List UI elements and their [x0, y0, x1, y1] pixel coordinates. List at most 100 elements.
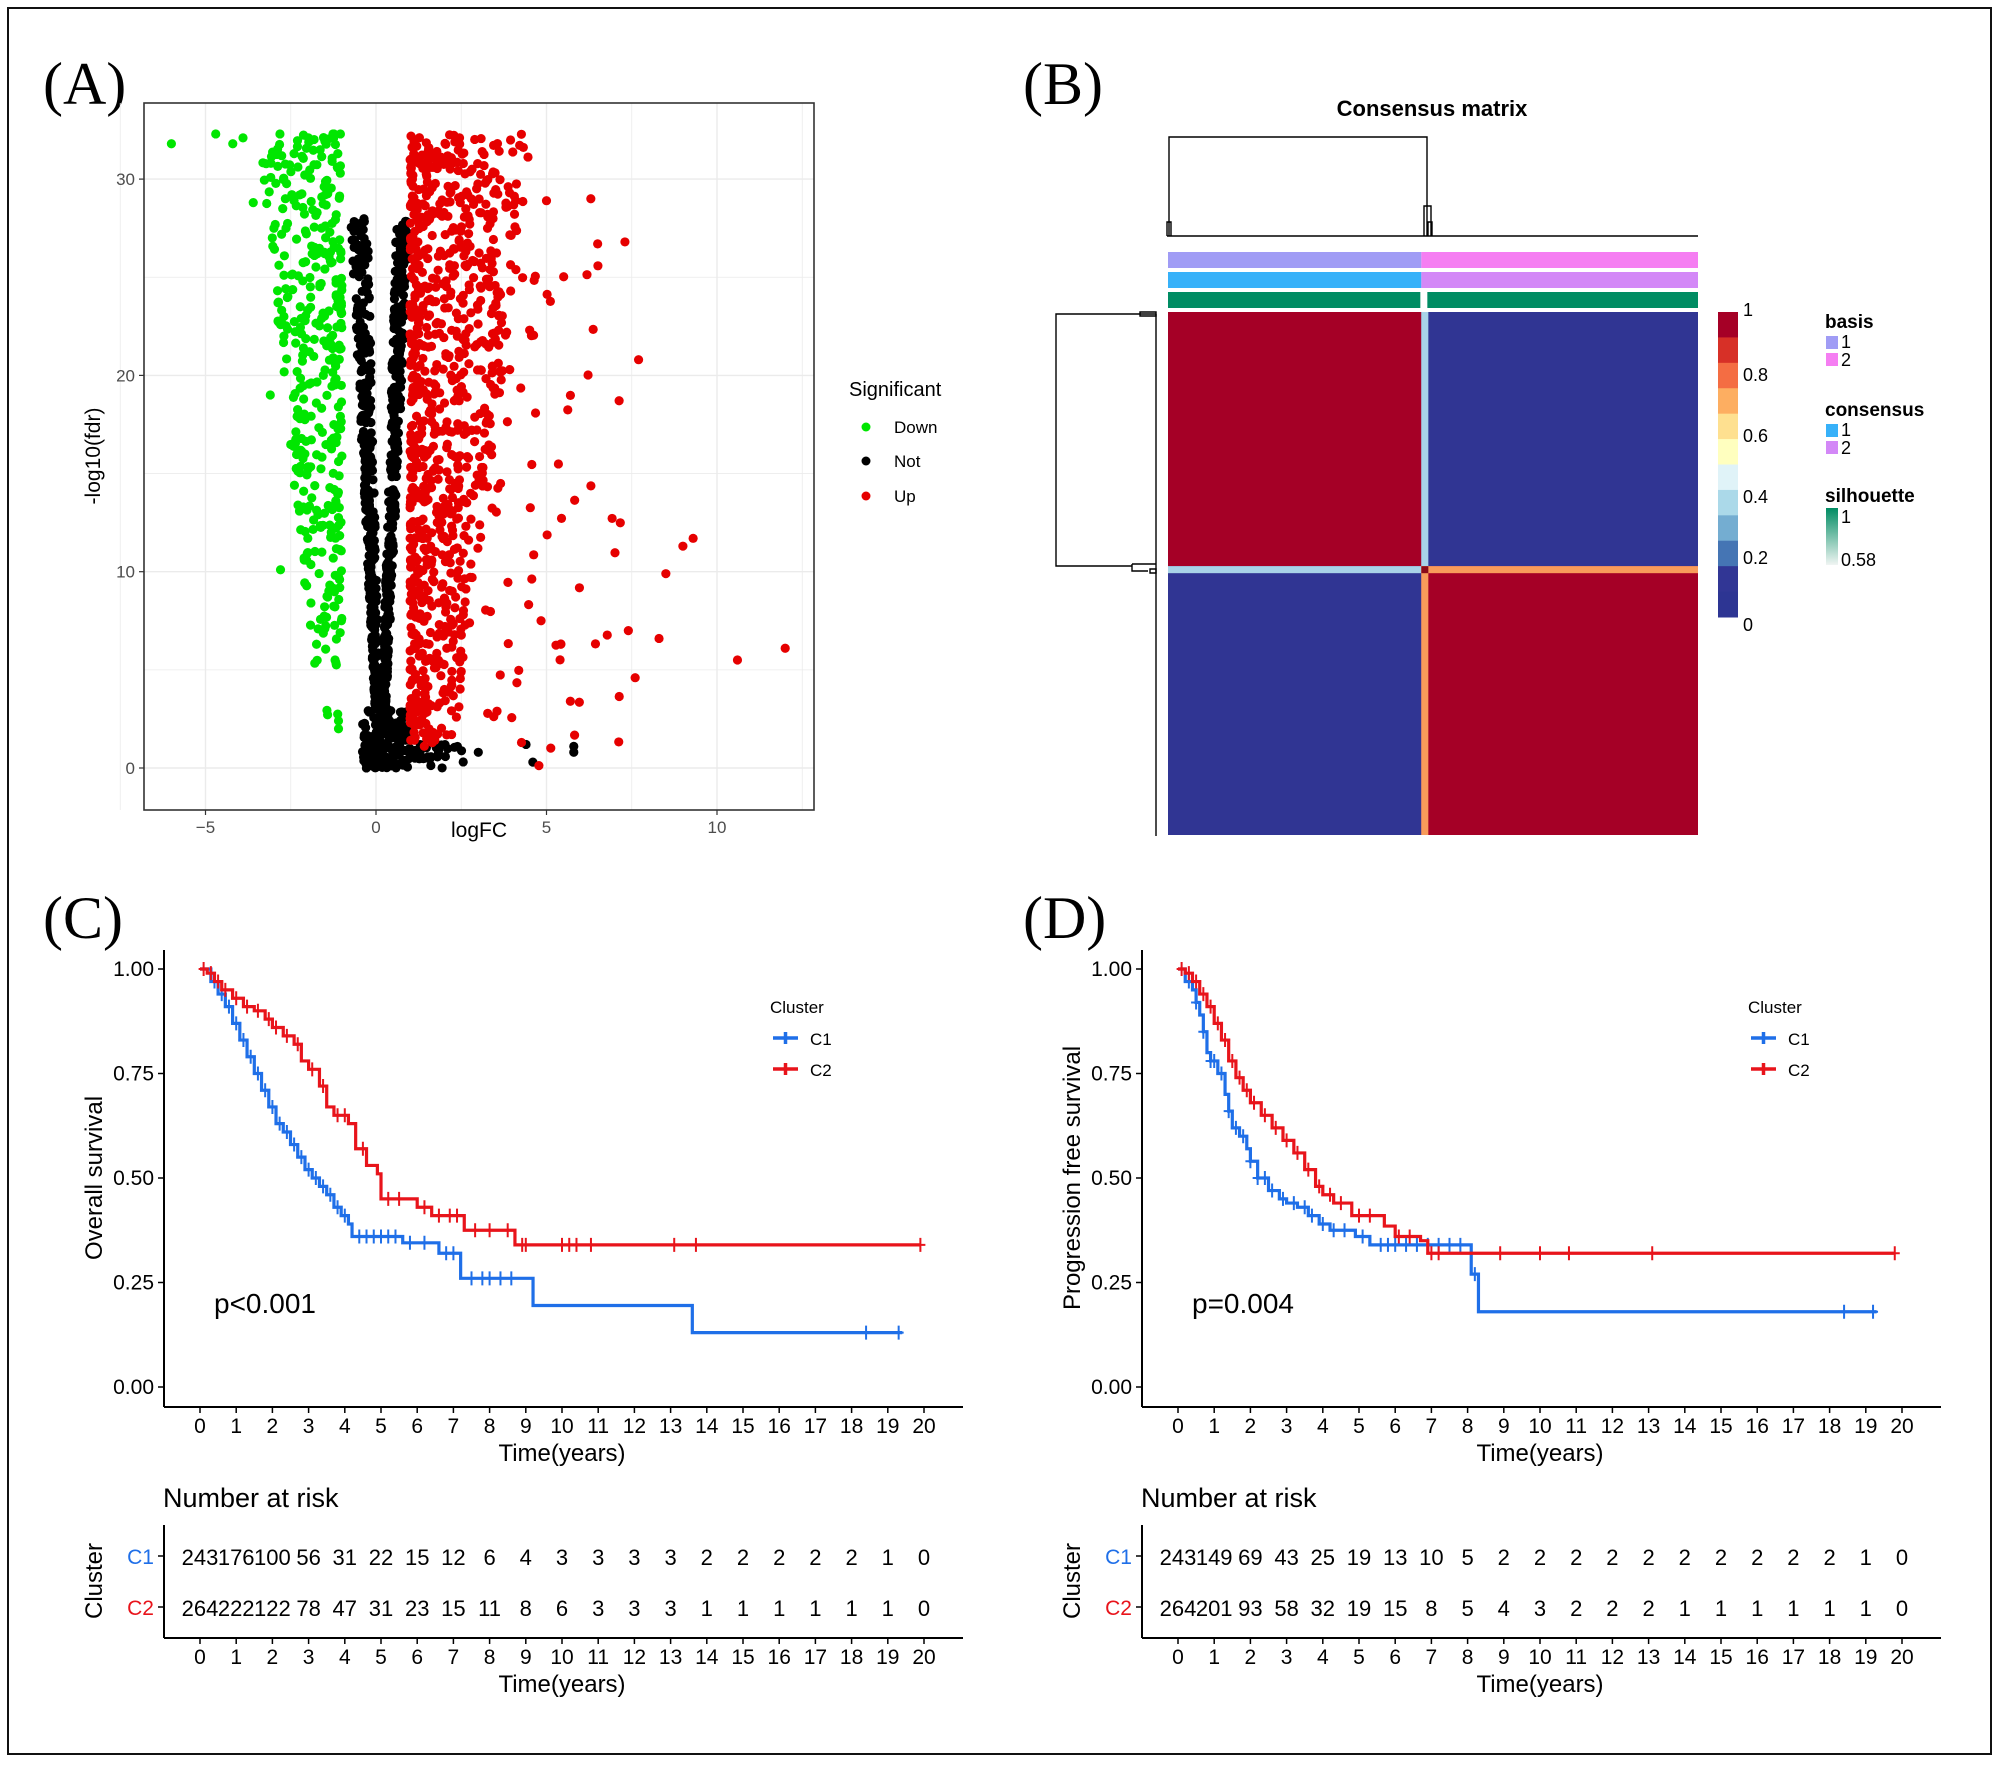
- km-censor-mark: [1535, 1246, 1545, 1261]
- risk-table-cell: 3: [592, 1545, 604, 1570]
- risk-table-x-tick-label: 1: [230, 1646, 242, 1669]
- point-down: [289, 196, 299, 206]
- point-down: [311, 262, 321, 272]
- point-up: [447, 492, 458, 503]
- point-up: [409, 240, 419, 250]
- km-x-tick-label: 12: [623, 1415, 646, 1438]
- point-up: [472, 425, 482, 435]
- point-not: [370, 545, 380, 555]
- point-down: [211, 129, 221, 139]
- km-censor-mark: [1469, 1267, 1480, 1282]
- point-down: [306, 378, 316, 388]
- risk-table-row-label: C1: [1105, 1546, 1132, 1569]
- point-up: [441, 282, 452, 292]
- km-censor-mark: [271, 1020, 282, 1035]
- risk-table-x-tick-label: 12: [623, 1646, 646, 1669]
- row-dendrogram-leaf: [1131, 563, 1157, 574]
- colorbar-step: [1718, 566, 1738, 593]
- point-up: [415, 312, 425, 322]
- risk-table-cell: 1: [1860, 1545, 1872, 1570]
- point-up: [424, 377, 434, 387]
- risk-table-cell: 149: [1196, 1545, 1233, 1570]
- point-down: [316, 522, 326, 532]
- risk-table-cell: 264: [1160, 1596, 1197, 1621]
- point-up: [481, 339, 491, 349]
- risk-table-cell: 1: [809, 1596, 821, 1621]
- point-down: [279, 251, 289, 261]
- point-down: [291, 427, 301, 437]
- point-up: [541, 196, 552, 206]
- point-not: [359, 732, 369, 742]
- point-up: [456, 370, 466, 380]
- point-up: [424, 653, 435, 663]
- km-censor-mark: [252, 1003, 263, 1018]
- point-down: [289, 480, 300, 490]
- point-up: [732, 655, 743, 665]
- point-down: [306, 196, 316, 207]
- risk-table-cell: 3: [592, 1596, 604, 1621]
- point-up: [495, 670, 505, 680]
- point-up: [461, 204, 471, 214]
- point-up: [446, 729, 457, 740]
- point-up: [446, 568, 456, 578]
- km-censor-mark: [452, 1208, 463, 1223]
- point-up: [417, 150, 427, 160]
- km-x-tick-label: 5: [1353, 1415, 1365, 1438]
- point-up: [423, 330, 433, 340]
- point-up: [425, 627, 436, 638]
- point-up: [488, 234, 499, 245]
- point-not: [396, 317, 407, 327]
- point-up: [435, 698, 445, 708]
- point-down: [279, 367, 289, 377]
- point-not: [388, 719, 399, 729]
- point-up: [406, 178, 416, 188]
- point-up: [479, 403, 490, 413]
- point-up: [409, 735, 419, 745]
- point-up: [623, 625, 633, 636]
- point-down: [280, 159, 290, 169]
- point-down: [333, 513, 344, 523]
- point-up: [516, 737, 527, 748]
- km-x-tick-label: 17: [804, 1415, 827, 1438]
- point-up: [483, 708, 493, 718]
- risk-table-cell: 15: [1383, 1596, 1407, 1621]
- point-not: [367, 457, 378, 467]
- point-up: [454, 702, 464, 712]
- risk-table-cell: 58: [1274, 1596, 1298, 1621]
- risk-table-cell: 243: [1160, 1545, 1197, 1570]
- point-up: [410, 290, 420, 300]
- point-down: [300, 170, 310, 180]
- km-censor-mark: [245, 1049, 256, 1064]
- point-up: [430, 366, 440, 376]
- point-up: [455, 139, 465, 149]
- km-c-legend-c2-label: C2: [810, 1061, 832, 1080]
- point-up: [466, 514, 476, 524]
- risk-table-x-tick-label: 8: [1462, 1646, 1474, 1669]
- km-y-tick-label: 0.25: [113, 1272, 154, 1295]
- point-up: [422, 322, 432, 333]
- point-down: [309, 334, 319, 344]
- point-up: [583, 370, 593, 380]
- consensus-matrix-heatmap: Consensus matrix 1 0.8 0.6 0.4 0.2 0 basis 1 …: [1055, 96, 1924, 836]
- risk-table-x-tick-label: 1: [1208, 1646, 1220, 1669]
- point-not: [390, 278, 400, 288]
- point-up: [465, 219, 475, 229]
- km-y-tick-label: 0.50: [113, 1167, 154, 1190]
- point-up: [462, 498, 472, 508]
- km-censor-mark: [1176, 962, 1187, 976]
- point-down: [311, 210, 321, 221]
- point-up: [503, 182, 513, 192]
- point-up: [434, 404, 445, 414]
- risk-table-x-tick-label: 18: [840, 1646, 863, 1669]
- point-up: [414, 224, 424, 234]
- point-down: [273, 298, 283, 308]
- km-x-tick-label: 10: [1528, 1415, 1551, 1438]
- point-up: [511, 225, 522, 236]
- km-censor-mark: [1444, 1237, 1455, 1252]
- point-up: [405, 556, 416, 566]
- risk-table-cell: 3: [1534, 1596, 1546, 1621]
- point-up: [405, 581, 415, 591]
- km-x-tick-label: 8: [484, 1415, 496, 1438]
- legend-basis-title: basis: [1825, 312, 1874, 333]
- point-down: [335, 129, 346, 139]
